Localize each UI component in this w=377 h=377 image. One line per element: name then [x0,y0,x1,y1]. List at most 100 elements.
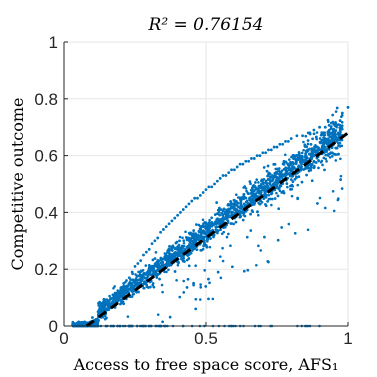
data-point [267,260,270,264]
data-point [204,243,208,247]
data-point [120,299,123,303]
data-point [268,175,272,179]
data-point [175,240,179,244]
data-point [309,165,313,168]
data-point [289,172,292,175]
data-point [97,301,101,305]
data-point [257,181,260,184]
data-point [312,128,316,132]
data-point [326,154,330,157]
data-point [156,236,160,240]
data-point [257,184,261,188]
data-point [336,197,340,201]
data-point [182,244,186,248]
data-point [135,291,138,294]
data-point [262,197,266,200]
data-point [340,121,344,124]
data-point [211,223,215,227]
data-point [252,203,256,206]
data-point [340,127,344,131]
data-point [304,134,308,138]
data-point [318,125,321,129]
data-point [295,134,299,138]
data-point [137,278,141,282]
data-point [105,307,108,310]
data-point [224,174,228,177]
data-point [319,140,323,144]
data-point [242,192,246,196]
data-point [119,295,123,298]
data-point [185,258,189,262]
data-point [273,173,277,177]
data-point [249,229,253,232]
data-point [234,193,238,196]
data-point [161,290,164,294]
data-point [167,222,171,226]
data-point [250,157,253,160]
data-point [216,220,219,224]
data-point [259,249,263,252]
data-point [334,110,338,113]
data-point [266,177,270,181]
data-point [258,154,262,158]
data-point [103,314,107,318]
data-point [144,250,148,254]
data-point [149,285,152,289]
data-point [102,307,106,311]
data-point [165,270,168,274]
data-point [196,236,199,240]
data-point [268,182,272,186]
data-point [275,172,279,175]
data-point [218,176,222,180]
data-point [300,157,303,161]
data-point [276,194,280,198]
data-point [227,171,231,175]
data-point [329,125,333,129]
data-point [254,192,258,195]
data-point [132,292,136,296]
data-point [305,150,309,153]
data-point [321,146,324,149]
data-point [282,160,286,163]
data-point [167,251,170,254]
data-point [145,283,148,287]
data-point [117,296,120,300]
data-point [94,321,97,325]
data-point [333,153,337,156]
data-point [173,216,177,220]
data-point [209,237,212,240]
data-point [295,160,298,163]
data-point [256,210,259,214]
data-point [231,205,234,209]
data-point [241,211,244,214]
data-point [266,164,270,168]
data-point [317,158,320,162]
data-point [187,202,191,206]
data-point [176,261,180,264]
data-point [204,285,208,288]
data-point [151,258,155,262]
data-point [245,235,249,239]
data-point [219,255,222,258]
data-point [273,197,277,200]
data-point [136,281,139,285]
y-tick-label: 1 [49,33,58,52]
data-point [268,172,272,176]
data-point [287,222,291,226]
data-point [222,207,226,211]
data-point [182,239,186,243]
data-point [296,196,299,200]
data-point [200,248,203,252]
data-point [157,264,161,267]
data-point [240,196,244,199]
data-point [147,286,150,289]
data-point [261,178,264,182]
data-point [126,286,129,290]
data-point [230,168,233,172]
data-point [318,196,322,200]
data-point [203,269,207,272]
data-point [168,245,171,248]
data-point [297,153,301,156]
data-point [262,188,266,192]
